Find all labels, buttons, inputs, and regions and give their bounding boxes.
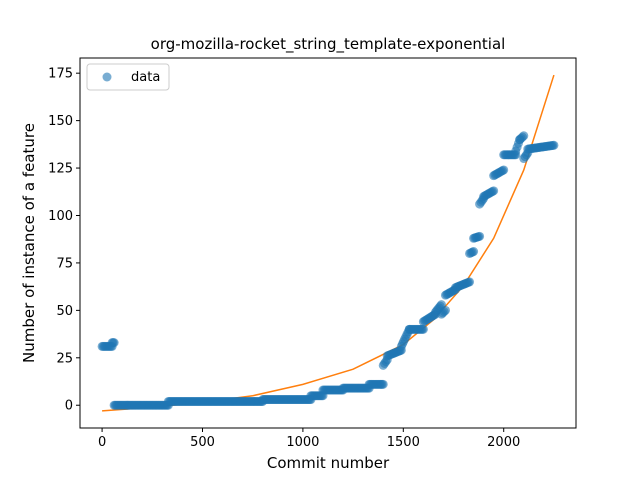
- data-point: [440, 305, 450, 315]
- y-tick-label: 125: [48, 162, 73, 177]
- x-tick-label: 2000: [487, 435, 520, 450]
- y-axis: 0 25 50 75 100 125 150 175: [48, 67, 80, 414]
- x-tick-label: 0: [98, 435, 106, 450]
- y-tick-label: 25: [56, 351, 73, 366]
- data-point: [465, 277, 475, 287]
- y-tick-label: 150: [48, 114, 73, 129]
- legend-box: [86, 63, 170, 91]
- x-axis-label: Commit number: [267, 454, 390, 472]
- y-tick-label: 50: [56, 304, 73, 319]
- data-point: [418, 324, 428, 334]
- chart-title: org-mozilla-rocket_string_template-expon…: [151, 35, 506, 54]
- data-point: [499, 165, 509, 175]
- data-points-layer: [97, 131, 559, 410]
- y-axis-label: Number of instance of a feature: [20, 123, 38, 363]
- data-point: [489, 186, 499, 196]
- x-tick-label: 1000: [286, 435, 319, 450]
- plot-frame: [79, 57, 577, 429]
- y-tick-label: 75: [56, 256, 73, 271]
- data-point: [378, 379, 388, 389]
- x-tick-label: 1500: [387, 435, 420, 450]
- legend: data: [86, 63, 170, 91]
- y-tick-label: 0: [65, 399, 73, 414]
- y-tick-label: 175: [48, 67, 73, 82]
- legend-label-data: data: [131, 70, 160, 85]
- x-tick-label: 500: [190, 435, 215, 450]
- data-point: [469, 247, 479, 257]
- x-axis: 0 500 1000 1500 2000: [98, 428, 520, 450]
- legend-marker-data: [102, 72, 112, 82]
- data-point: [109, 338, 119, 348]
- data-point: [519, 131, 529, 141]
- data-point: [549, 140, 559, 150]
- y-tick-label: 100: [48, 209, 73, 224]
- data-point: [475, 231, 485, 241]
